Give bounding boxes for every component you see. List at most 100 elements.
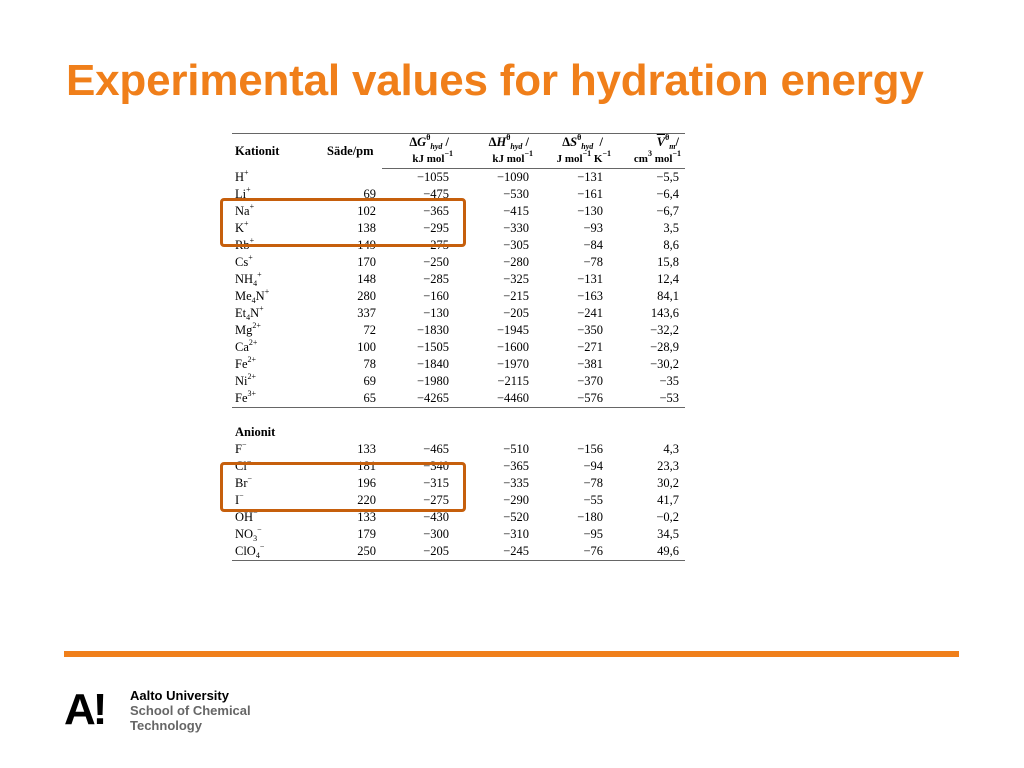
delta-s-cell: −55 <box>583 493 603 507</box>
table-row: Rb+ 149 −275 −305 −84 8,6 <box>232 237 685 254</box>
radius-cell: 133 <box>357 510 376 524</box>
delta-g-cell: −160 <box>423 289 449 303</box>
delta-g-cell: −1980 <box>416 374 449 388</box>
delta-g-cell: −1505 <box>416 340 449 354</box>
unit-s: J mol−1 K−1 <box>539 150 613 169</box>
delta-g-cell: −1840 <box>416 357 449 371</box>
delta-s-cell: −156 <box>577 442 603 456</box>
delta-s-cell: −131 <box>577 170 603 184</box>
table-row: H+ −1055 −1090 −131 −5,5 <box>232 167 685 187</box>
unit-h: kJ mol−1 <box>459 150 539 169</box>
radius-cell: 170 <box>357 255 376 269</box>
aalto-logo-mark: A! <box>64 685 107 734</box>
molar-volume-cell: 3,5 <box>663 221 679 235</box>
delta-g-cell: −300 <box>423 527 449 541</box>
table-row: Et4N+ 337 −130 −205 −241 143,6 <box>232 305 685 322</box>
table-row: Ca2+ 100 −1505 −1600 −271 −28,9 <box>232 339 685 356</box>
anion-rows: F− 133 −465 −510 −156 4,3 Cl− 181 −340 −365 −94 23,… <box>232 441 685 561</box>
table-row: Na+ 102 −365 −415 −130 −6,7 <box>232 203 685 220</box>
table-row: NH4+ 148 −285 −325 −131 12,4 <box>232 271 685 288</box>
ion-formula: Cl− <box>235 457 252 474</box>
radius-cell: 133 <box>357 442 376 456</box>
delta-h-cell: −1970 <box>496 357 529 371</box>
ion-formula: Mg2+ <box>235 321 261 338</box>
delta-s-cell: −350 <box>577 323 603 337</box>
delta-s-cell: −78 <box>583 255 603 269</box>
ion-formula: Ca2+ <box>235 338 258 355</box>
delta-h-cell: −215 <box>503 289 529 303</box>
ion-formula: Fe2+ <box>235 355 257 372</box>
delta-h-cell: −2115 <box>497 374 529 388</box>
table-row: OH− 133 −430 −520 −180 −0,2 <box>232 509 685 526</box>
delta-g-cell: −365 <box>423 204 449 218</box>
ion-formula: Et4N+ <box>235 304 264 322</box>
header-units-row: kJ mol−1 kJ mol−1 J mol−1 K−1 cm3 mol−1 <box>232 150 685 169</box>
ion-formula: Me4N+ <box>235 287 270 305</box>
molar-volume-cell: −28,9 <box>650 340 679 354</box>
slide-title: Experimental values for hydration energy <box>66 56 924 105</box>
delta-g-cell: −295 <box>423 221 449 235</box>
ion-formula: NH4+ <box>235 270 262 288</box>
ion-formula: K+ <box>235 219 249 236</box>
delta-s-cell: −370 <box>577 374 603 388</box>
university-name: Aalto University <box>130 688 229 703</box>
delta-g-cell: −430 <box>423 510 449 524</box>
delta-s-cell: −78 <box>583 476 603 490</box>
ion-formula: Br− <box>235 474 253 491</box>
delta-h-cell: −4460 <box>459 390 539 408</box>
radius-cell: 280 <box>357 289 376 303</box>
table-row: F− 133 −465 −510 −156 4,3 <box>232 441 685 458</box>
unit-v: cm3 mol−1 <box>613 150 685 169</box>
delta-h-cell: −1945 <box>496 323 529 337</box>
school-name-line2: Technology <box>130 718 202 733</box>
ion-formula: Cs+ <box>235 253 253 270</box>
molar-volume-cell: −32,2 <box>650 323 679 337</box>
ion-formula: I− <box>235 491 244 508</box>
delta-s-cell: −84 <box>583 238 603 252</box>
radius-cell: 220 <box>357 493 376 507</box>
molar-volume-cell: 12,4 <box>657 272 679 286</box>
table-row: Me4N+ 280 −160 −215 −163 84,1 <box>232 288 685 305</box>
delta-s-cell: −271 <box>577 340 603 354</box>
delta-h-cell: −365 <box>503 459 529 473</box>
delta-h-cell: −530 <box>503 187 529 201</box>
molar-volume-cell: 4,3 <box>663 442 679 456</box>
delta-g-cell: −4265 <box>382 390 459 408</box>
ion-formula: H+ <box>235 167 249 184</box>
table-row: I− 220 −275 −290 −55 41,7 <box>232 492 685 509</box>
radius-cell: 65 <box>324 390 382 408</box>
delta-h-cell: −245 <box>459 543 539 561</box>
ion-formula: OH− <box>235 508 258 525</box>
table-row: Cs+ 170 −250 −280 −78 15,8 <box>232 254 685 271</box>
molar-volume-cell: −6,7 <box>656 204 679 218</box>
ion-formula: Li+ <box>235 185 251 202</box>
molar-volume-cell: 49,6 <box>613 543 685 561</box>
radius-cell: 100 <box>357 340 376 354</box>
radius-cell: 69 <box>363 187 377 201</box>
radius-cell: 78 <box>363 357 377 371</box>
aalto-logo-text: Aalto University School of Chemical Tech… <box>130 688 251 733</box>
header-radius: Säde/pm <box>324 133 382 169</box>
anion-heading: Anionit <box>235 425 276 439</box>
delta-h-cell: −415 <box>503 204 529 218</box>
molar-volume-cell: 30,2 <box>657 476 679 490</box>
delta-h-cell: −310 <box>503 527 529 541</box>
molar-volume-cell: −6,4 <box>656 187 679 201</box>
delta-g-cell: −205 <box>382 543 459 561</box>
table-row: Li+ 69 −475 −530 −161 −6,4 <box>232 186 685 203</box>
delta-g-cell: −465 <box>423 442 449 456</box>
molar-volume-cell: 41,7 <box>657 493 679 507</box>
radius-cell: 69 <box>363 374 377 388</box>
table-row: Br− 196 −315 −335 −78 30,2 <box>232 475 685 492</box>
delta-s-cell: −95 <box>583 527 603 541</box>
radius-cell: 196 <box>357 476 376 490</box>
delta-s-cell: −130 <box>577 204 603 218</box>
unit-g: kJ mol−1 <box>382 150 459 169</box>
radius-cell <box>324 169 382 187</box>
header-delta-s: ΔSθhyd / <box>539 133 613 151</box>
delta-h-cell: −290 <box>503 493 529 507</box>
delta-s-cell: −180 <box>577 510 603 524</box>
delta-g-cell: −275 <box>423 493 449 507</box>
radius-cell: 179 <box>357 527 376 541</box>
delta-h-cell: −305 <box>503 238 529 252</box>
